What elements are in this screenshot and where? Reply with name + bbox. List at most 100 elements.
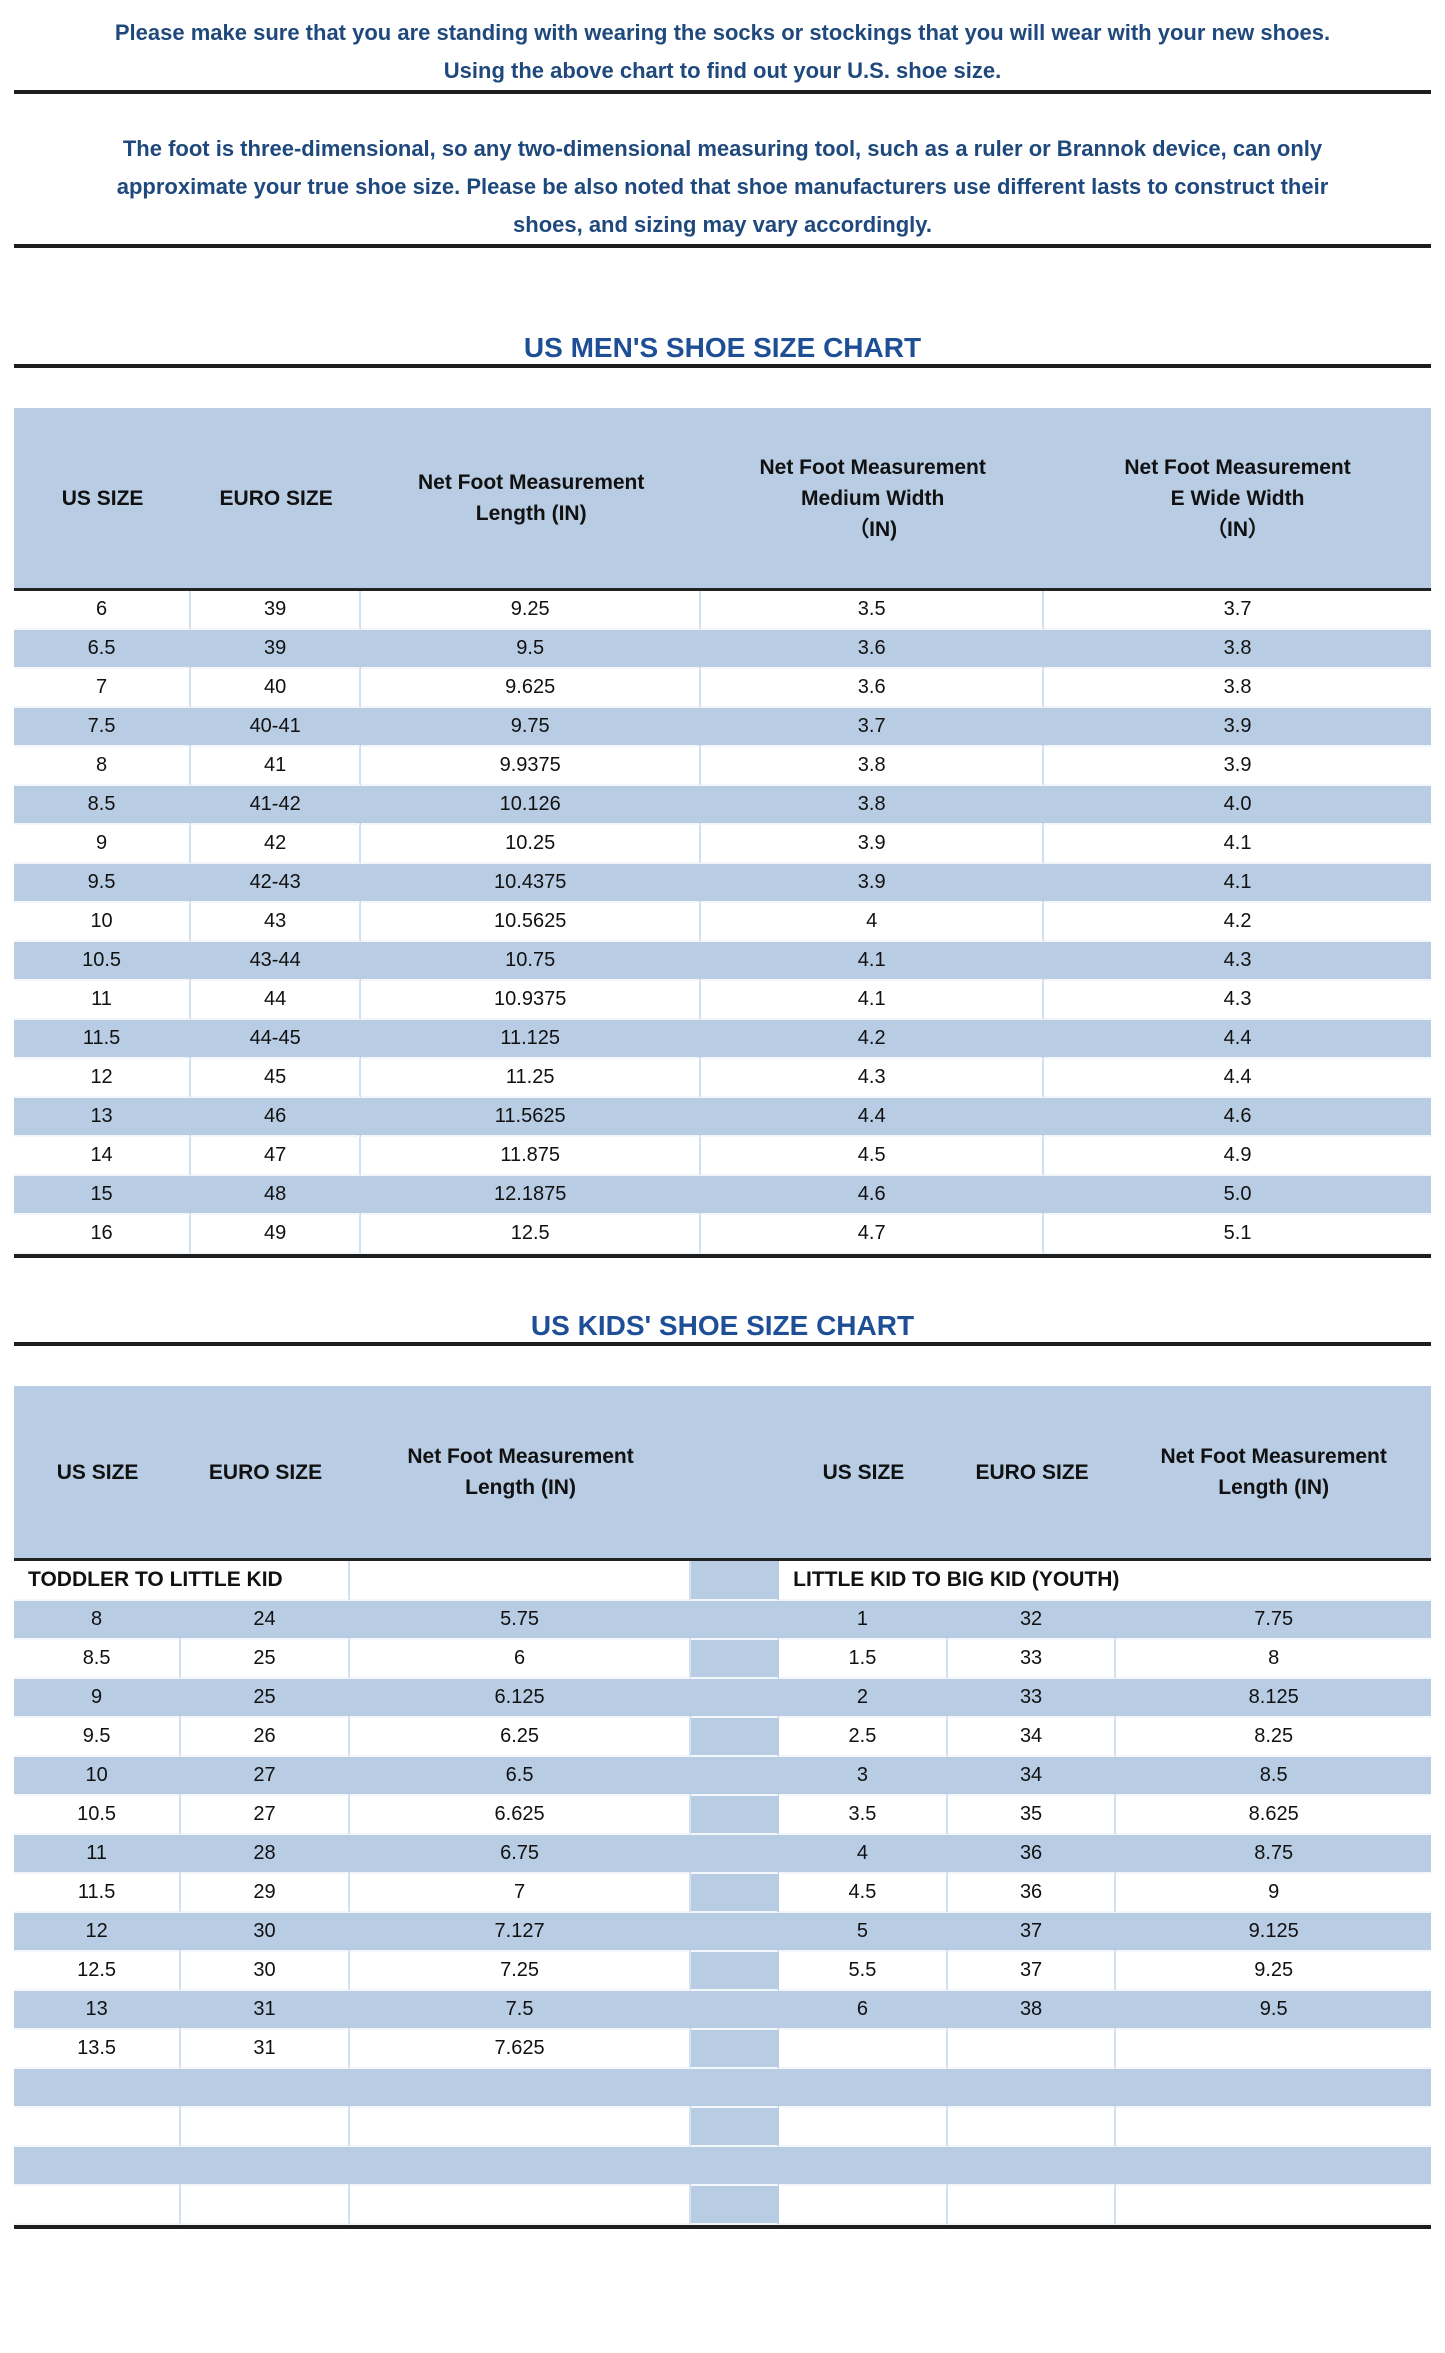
- size-cell: 14: [14, 1137, 192, 1176]
- size-cell: 9.25: [361, 591, 702, 630]
- size-cell: 26: [181, 1718, 350, 1757]
- size-row: 10.5 43-44 10.75 4.1 4.3: [14, 942, 1431, 981]
- size-cell: 3.8: [701, 747, 1045, 786]
- size-cell: 42: [191, 825, 362, 864]
- size-row: 9 25 6.125 2 33 8.125: [14, 1679, 1431, 1718]
- size-cell: 27: [181, 1796, 350, 1835]
- size-cell: 12.5: [14, 1952, 182, 1991]
- header-separator-cell: [691, 1386, 780, 1561]
- size-cell: 9.25: [1116, 1952, 1431, 1991]
- size-cell: 13.5: [14, 2030, 182, 2069]
- size-cell: 7: [349, 1874, 692, 1913]
- size-cell: 5.0: [1044, 1176, 1431, 1215]
- size-cell: 12: [14, 1913, 182, 1952]
- size-cell: 7.625: [349, 2030, 692, 2069]
- size-row: 13.5 31 7.625: [14, 2030, 1431, 2069]
- size-cell: [14, 2147, 182, 2186]
- size-cell: 43: [191, 903, 362, 942]
- size-cell: 24: [181, 1601, 350, 1640]
- size-cell: 49: [191, 1215, 362, 1254]
- separator-cell: [691, 1991, 780, 2030]
- size-cell: 45: [191, 1059, 362, 1098]
- size-cell: 25: [181, 1640, 350, 1679]
- header-cell-us-size: US SIZE: [14, 408, 192, 591]
- header-line: Length (IN): [465, 1476, 576, 1499]
- size-cell: 11.125: [361, 1020, 702, 1059]
- separator-cell: [691, 1874, 780, 1913]
- size-cell: [14, 2108, 182, 2147]
- header-line: Net Foot Measurement: [1160, 1445, 1387, 1468]
- size-cell: 3.7: [1044, 591, 1431, 630]
- size-row: 11.5 44-45 11.125 4.2 4.4: [14, 1020, 1431, 1059]
- size-cell: 10.9375: [361, 981, 702, 1020]
- separator-cell: [691, 2108, 780, 2147]
- size-cell: 3: [779, 1757, 948, 1796]
- size-cell: 9: [1116, 1874, 1431, 1913]
- size-cell: [947, 2147, 1117, 2186]
- size-cell: 9.9375: [361, 747, 702, 786]
- size-cell: 7.75: [1116, 1601, 1431, 1640]
- size-cell: 3.9: [701, 825, 1045, 864]
- size-cell: 4.3: [1044, 942, 1431, 981]
- size-cell: 31: [181, 2030, 350, 2069]
- size-cell: 12.5: [361, 1215, 702, 1254]
- size-cell: 40-41: [191, 708, 362, 747]
- header-line: US SIZE: [822, 1460, 905, 1484]
- size-cell: 9: [14, 1679, 182, 1718]
- size-cell: 4.1: [701, 981, 1045, 1020]
- size-cell: 38: [947, 1991, 1117, 2030]
- size-cell: 32: [947, 1601, 1117, 1640]
- size-cell: 9.75: [361, 708, 702, 747]
- size-cell: 6.625: [349, 1796, 692, 1835]
- size-row: 9.5 26 6.25 2.5 34 8.25: [14, 1718, 1431, 1757]
- header-line: （IN）: [1206, 517, 1270, 541]
- size-cell: 10.25: [361, 825, 702, 864]
- size-row: 6 39 9.25 3.5 3.7: [14, 591, 1431, 630]
- size-cell: 42-43: [191, 864, 362, 903]
- size-cell: [181, 2108, 350, 2147]
- size-cell: 13: [14, 1991, 182, 2030]
- size-cell: 41-42: [191, 786, 362, 825]
- separator-cell: [691, 2030, 780, 2069]
- disclaimer-note-line: shoes, and sizing may vary accordingly.: [513, 212, 932, 237]
- size-cell: 44-45: [191, 1020, 362, 1059]
- size-cell: 7: [14, 669, 192, 708]
- size-cell: 3.8: [1044, 669, 1431, 708]
- kids-section-row: TODDLER TO LITTLE KID LITTLE KID TO BIG …: [14, 1561, 1431, 1601]
- size-cell: [349, 2186, 692, 2225]
- size-cell: 1.5: [779, 1640, 948, 1679]
- size-cell: 6.5: [14, 630, 192, 669]
- size-cell: 5.75: [349, 1601, 692, 1640]
- size-cell: 6.75: [349, 1835, 692, 1874]
- size-cell: [14, 2069, 182, 2108]
- size-cell: 3.7: [701, 708, 1045, 747]
- size-cell: 9.5: [361, 630, 702, 669]
- size-cell: [779, 2186, 948, 2225]
- size-cell: 36: [947, 1874, 1117, 1913]
- size-row: 9.5 42-43 10.4375 3.9 4.1: [14, 864, 1431, 903]
- size-cell: [1116, 2186, 1431, 2225]
- disclaimer-note-line: The foot is three-dimensional, so any tw…: [122, 136, 1323, 161]
- size-cell: 3.6: [701, 630, 1045, 669]
- size-cell: 4.0: [1044, 786, 1431, 825]
- separator-cell: [691, 1718, 780, 1757]
- separator-cell: [691, 1601, 780, 1640]
- size-cell: 8.5: [14, 786, 192, 825]
- header-cell-length: Net Foot Measurement Length (IN): [361, 408, 702, 591]
- size-cell: 9.125: [1116, 1913, 1431, 1952]
- size-cell: 8.25: [1116, 1718, 1431, 1757]
- size-row: 7 40 9.625 3.6 3.8: [14, 669, 1431, 708]
- size-row: [14, 2069, 1431, 2108]
- size-cell: 4.5: [701, 1137, 1045, 1176]
- size-cell: 4.4: [1044, 1059, 1431, 1098]
- size-cell: 10.126: [361, 786, 702, 825]
- size-row: 12 45 11.25 4.3 4.4: [14, 1059, 1431, 1098]
- separator-cell: [691, 2069, 780, 2108]
- separator-cell: [691, 1679, 780, 1718]
- header-line: Length (IN): [475, 502, 587, 525]
- header-line: Net Foot Measurement: [418, 471, 645, 494]
- disclaimer-note-line: approximate your true shoe size. Please …: [116, 174, 1329, 199]
- intro-note-line: Please make sure that you are standing w…: [114, 20, 1331, 45]
- section-header-spacer: [349, 1561, 692, 1601]
- size-cell: [349, 2069, 692, 2108]
